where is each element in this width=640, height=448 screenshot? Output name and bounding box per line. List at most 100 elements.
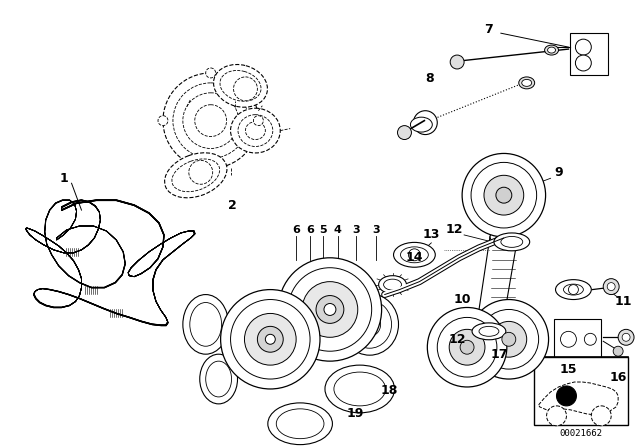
Ellipse shape xyxy=(200,354,237,404)
Ellipse shape xyxy=(183,294,228,354)
Text: 10: 10 xyxy=(453,293,471,306)
Circle shape xyxy=(607,283,615,291)
Circle shape xyxy=(502,332,516,346)
Circle shape xyxy=(547,406,566,426)
Circle shape xyxy=(244,314,296,365)
FancyBboxPatch shape xyxy=(554,319,601,359)
Circle shape xyxy=(568,284,579,294)
Ellipse shape xyxy=(341,293,399,355)
Circle shape xyxy=(613,346,623,356)
Text: 17: 17 xyxy=(490,348,508,361)
Text: 8: 8 xyxy=(425,73,434,86)
Circle shape xyxy=(471,162,537,228)
Circle shape xyxy=(266,334,275,344)
Text: 1: 1 xyxy=(60,172,68,185)
Text: 6: 6 xyxy=(292,225,300,235)
Text: 3: 3 xyxy=(352,225,360,235)
Circle shape xyxy=(469,300,548,379)
Ellipse shape xyxy=(383,279,401,290)
Text: 00021662: 00021662 xyxy=(559,429,602,438)
Text: 9: 9 xyxy=(554,166,563,179)
Text: 15: 15 xyxy=(560,362,577,375)
Text: 12: 12 xyxy=(445,224,463,237)
Ellipse shape xyxy=(501,237,523,247)
Circle shape xyxy=(316,296,344,323)
Ellipse shape xyxy=(494,233,530,251)
Ellipse shape xyxy=(490,230,518,244)
Text: 13: 13 xyxy=(422,228,440,241)
Circle shape xyxy=(437,318,497,377)
Circle shape xyxy=(230,300,310,379)
Circle shape xyxy=(397,125,412,139)
Ellipse shape xyxy=(379,276,406,293)
Text: 6: 6 xyxy=(306,225,314,235)
Text: 14: 14 xyxy=(406,251,423,264)
Ellipse shape xyxy=(230,108,280,153)
Circle shape xyxy=(278,258,381,361)
Ellipse shape xyxy=(214,359,223,364)
Ellipse shape xyxy=(246,122,266,139)
Ellipse shape xyxy=(410,117,432,132)
Ellipse shape xyxy=(238,115,273,146)
Circle shape xyxy=(234,77,257,101)
Ellipse shape xyxy=(220,70,261,101)
Text: 5: 5 xyxy=(319,225,327,235)
Circle shape xyxy=(260,311,268,319)
Circle shape xyxy=(302,282,358,337)
Ellipse shape xyxy=(563,284,583,295)
Circle shape xyxy=(413,111,437,134)
Circle shape xyxy=(618,329,634,345)
Circle shape xyxy=(158,116,168,125)
FancyBboxPatch shape xyxy=(570,33,608,75)
Circle shape xyxy=(622,333,630,341)
Circle shape xyxy=(195,105,227,137)
Ellipse shape xyxy=(214,65,268,107)
Ellipse shape xyxy=(479,326,499,336)
Circle shape xyxy=(205,164,216,173)
Circle shape xyxy=(584,333,596,345)
FancyBboxPatch shape xyxy=(534,357,628,425)
Circle shape xyxy=(561,332,577,347)
Ellipse shape xyxy=(545,45,559,55)
Text: 11: 11 xyxy=(614,295,632,308)
Circle shape xyxy=(496,187,512,203)
Circle shape xyxy=(450,55,464,69)
Text: 7: 7 xyxy=(484,23,493,36)
Circle shape xyxy=(575,39,591,55)
Circle shape xyxy=(524,324,530,330)
Ellipse shape xyxy=(190,302,221,346)
Text: 19: 19 xyxy=(346,407,364,420)
Circle shape xyxy=(604,279,619,294)
Circle shape xyxy=(491,321,527,357)
Circle shape xyxy=(484,175,524,215)
Circle shape xyxy=(183,93,239,148)
Circle shape xyxy=(253,116,263,125)
Ellipse shape xyxy=(476,323,502,336)
Circle shape xyxy=(557,386,577,406)
Circle shape xyxy=(237,337,248,347)
Ellipse shape xyxy=(394,242,435,267)
Ellipse shape xyxy=(268,403,332,444)
Circle shape xyxy=(221,289,320,389)
Ellipse shape xyxy=(172,159,220,192)
Ellipse shape xyxy=(205,361,232,397)
Circle shape xyxy=(428,307,507,387)
Circle shape xyxy=(575,55,591,71)
Circle shape xyxy=(205,68,216,78)
Circle shape xyxy=(462,154,545,237)
Circle shape xyxy=(591,406,611,426)
Text: 12: 12 xyxy=(449,333,466,346)
Text: 3: 3 xyxy=(372,225,380,235)
Ellipse shape xyxy=(359,312,381,336)
Ellipse shape xyxy=(225,350,234,357)
Circle shape xyxy=(408,249,420,261)
Text: 16: 16 xyxy=(609,370,627,383)
Ellipse shape xyxy=(472,323,506,340)
Circle shape xyxy=(257,326,284,352)
Ellipse shape xyxy=(556,280,591,300)
Ellipse shape xyxy=(348,301,392,348)
Circle shape xyxy=(163,73,259,168)
Ellipse shape xyxy=(334,372,385,406)
Ellipse shape xyxy=(519,77,534,89)
Ellipse shape xyxy=(522,79,532,86)
